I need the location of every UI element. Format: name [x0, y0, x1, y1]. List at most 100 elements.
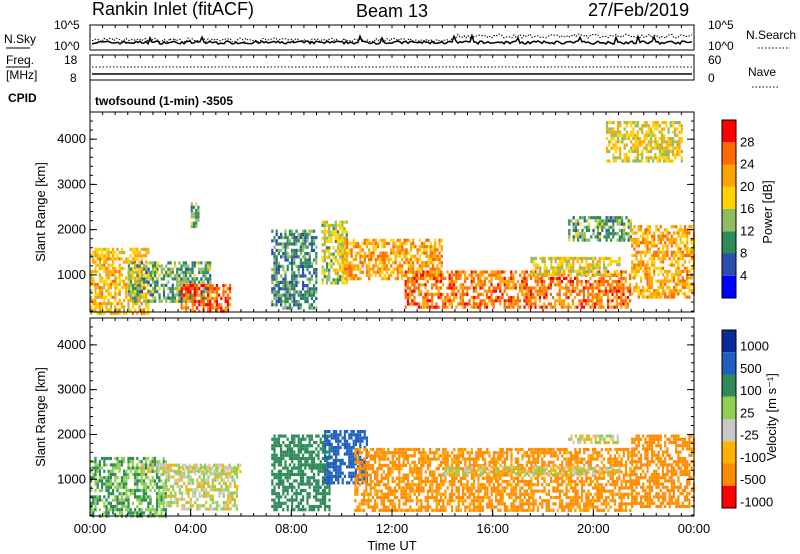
echo-cell	[98, 498, 101, 502]
echo-cell	[434, 251, 437, 255]
echo-cell	[660, 153, 664, 157]
echo-cell	[304, 482, 307, 486]
echo-cell	[302, 476, 305, 480]
echo-cell	[560, 273, 563, 277]
echo-cell	[352, 241, 355, 246]
echo-cell	[332, 474, 335, 478]
echo-cell	[164, 511, 167, 515]
echo-cell	[541, 276, 544, 280]
echo-cell	[414, 257, 417, 262]
echo-cell	[675, 253, 678, 258]
echo-cell	[646, 266, 649, 270]
echo-cell	[565, 263, 568, 267]
echo-cell	[641, 140, 644, 144]
echo-cell	[138, 293, 141, 297]
echo-cell	[315, 434, 318, 438]
echo-cell	[345, 220, 348, 224]
echo-cell	[116, 488, 119, 493]
echo-cell	[310, 229, 313, 233]
echo-cell	[387, 257, 391, 262]
echo-cell	[339, 433, 342, 437]
echo-cell	[589, 276, 592, 280]
velocity-echoes	[90, 430, 695, 518]
echo-cell	[543, 302, 546, 306]
echo-cell	[615, 283, 618, 287]
echo-cell	[118, 498, 121, 502]
echo-cell	[655, 266, 658, 270]
echo-cell	[422, 270, 425, 274]
echo-cell	[503, 270, 506, 274]
echo-cell	[567, 280, 570, 284]
echo-cell	[558, 296, 561, 300]
echo-cell	[398, 267, 402, 271]
echo-cell	[636, 140, 639, 144]
echo-cell	[611, 292, 614, 296]
echo-cell	[418, 267, 421, 271]
echo-cell	[229, 485, 232, 489]
echo-cell	[98, 266, 101, 271]
echo-cell	[381, 261, 384, 265]
echo-cell	[216, 475, 219, 479]
echo-cell	[193, 299, 196, 304]
echo-cell	[672, 292, 676, 296]
echo-cell	[167, 293, 170, 297]
echo-cell	[587, 269, 590, 273]
echo-cell	[658, 159, 661, 163]
echo-cell	[661, 257, 665, 261]
echo-cell	[605, 269, 608, 273]
echo-cell	[437, 286, 440, 290]
echo-cell	[286, 284, 289, 288]
echo-cell	[622, 276, 625, 280]
echo-cell	[273, 498, 276, 502]
echo-cell	[308, 508, 311, 512]
echo-cell	[605, 272, 608, 276]
echo-cell	[291, 287, 294, 291]
echo-cell	[275, 482, 278, 486]
echo-cell	[308, 495, 311, 499]
echo-cell	[171, 286, 174, 291]
echo-cell	[224, 475, 228, 479]
echo-cell	[612, 121, 615, 125]
echo-cell	[635, 257, 638, 261]
echo-cell	[582, 289, 585, 293]
echo-cell	[288, 296, 291, 300]
echo-cell	[635, 269, 638, 274]
echo-cell	[339, 252, 342, 256]
echo-cell	[565, 256, 568, 260]
echo-cell	[321, 479, 324, 483]
echo-cell	[486, 276, 489, 280]
echo-cell	[576, 305, 579, 309]
echo-cell	[457, 276, 460, 280]
echo-cell	[273, 296, 276, 300]
echo-cell	[112, 511, 115, 515]
echo-cell	[596, 219, 599, 223]
echo-cell	[450, 276, 453, 280]
echo-cell	[131, 257, 134, 261]
echo-cell	[429, 254, 432, 258]
echo-cell	[321, 447, 324, 451]
echo-cell	[207, 290, 210, 294]
echo-cell	[490, 280, 493, 284]
echo-cell	[326, 434, 329, 438]
echo-cell	[612, 232, 615, 236]
echo-cell	[401, 245, 404, 249]
echo-cell	[439, 280, 442, 284]
echo-cell	[120, 247, 123, 251]
echo-cell	[190, 202, 193, 206]
echo-cell	[105, 282, 108, 287]
echo-cell	[310, 437, 313, 441]
echo-cell	[286, 504, 289, 509]
echo-cell	[138, 460, 141, 464]
echo-cell	[103, 504, 106, 509]
echo-cell	[229, 494, 232, 498]
echo-cell	[226, 303, 229, 307]
echo-cell	[90, 488, 93, 493]
echo-cell	[637, 225, 640, 229]
echo-cell	[273, 492, 276, 496]
echo-cell	[288, 255, 291, 259]
echo-cell	[184, 267, 188, 271]
echo-cell	[601, 222, 604, 226]
echo-cell	[612, 143, 615, 147]
echo-cell	[222, 472, 225, 476]
echo-cell	[118, 466, 121, 470]
